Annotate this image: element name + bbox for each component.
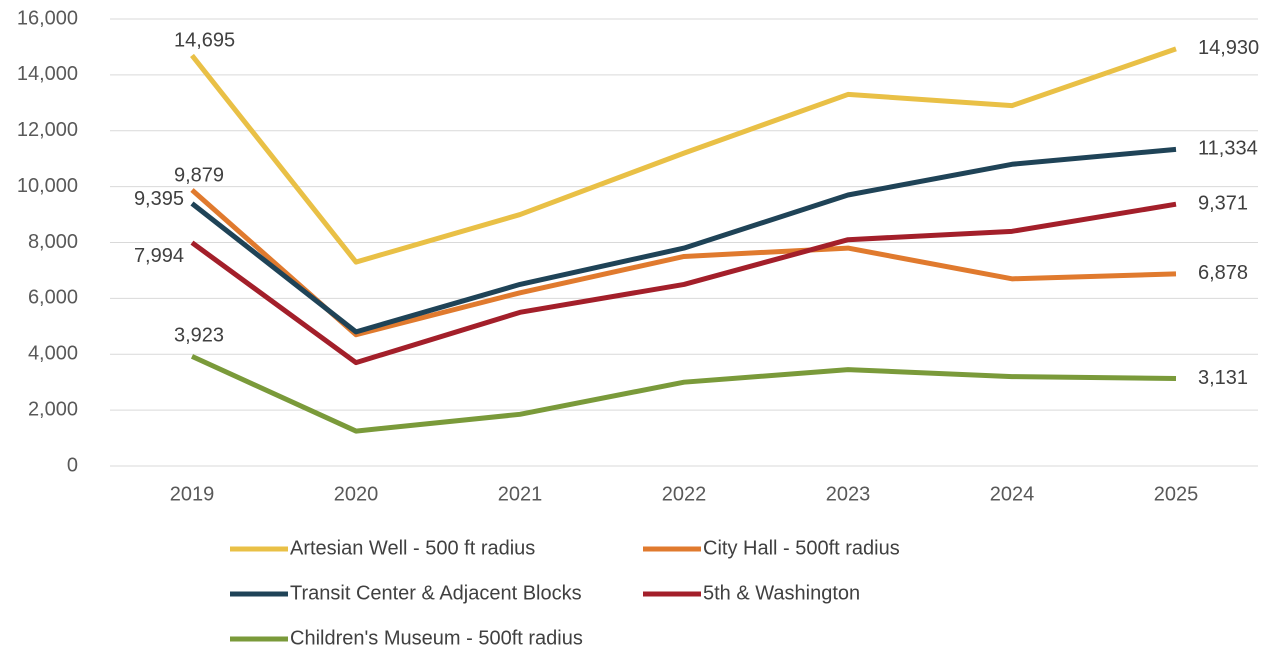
data-label: 3,131	[1198, 367, 1248, 389]
y-tick-label: 2,000	[28, 398, 78, 420]
series-line	[190, 188, 1177, 338]
legend-label: City Hall - 500ft radius	[703, 537, 900, 559]
data-label: 7,994	[134, 245, 184, 267]
x-tick-label: 2024	[990, 483, 1035, 505]
legend-label: Artesian Well - 500 ft radius	[290, 537, 535, 559]
data-label: 14,695	[174, 30, 235, 52]
y-tick-label: 12,000	[17, 119, 78, 141]
y-tick-label: 10,000	[17, 175, 78, 197]
data-label: 3,923	[174, 325, 224, 347]
data-label: 11,334	[1198, 138, 1258, 160]
y-tick-label: 0	[67, 454, 78, 476]
x-tick-label: 2025	[1154, 483, 1199, 505]
x-tick-label: 2023	[826, 483, 871, 505]
data-label: 9,879	[174, 164, 224, 186]
x-tick-label: 2022	[662, 483, 707, 505]
data-label: 9,395	[134, 188, 184, 210]
data-label: 9,371	[1198, 192, 1248, 214]
y-tick-label: 16,000	[17, 7, 78, 29]
x-tick-label: 2019	[170, 483, 215, 505]
x-tick-label: 2021	[498, 483, 543, 505]
series-line	[190, 46, 1177, 265]
data-label: 6,878	[1198, 262, 1248, 284]
legend-label: Children's Museum - 500ft radius	[290, 627, 583, 649]
y-tick-label: 6,000	[28, 287, 78, 309]
series-line	[190, 201, 1177, 366]
y-tick-label: 8,000	[28, 231, 78, 253]
series-line	[190, 146, 1177, 335]
data-label: 14,930	[1198, 37, 1259, 59]
x-tick-label: 2020	[334, 483, 379, 505]
legend-label: Transit Center & Adjacent Blocks	[290, 582, 582, 604]
y-tick-label: 4,000	[28, 343, 78, 365]
legend-label: 5th & Washington	[703, 582, 860, 604]
series-line	[190, 354, 1177, 434]
y-tick-label: 14,000	[17, 63, 78, 85]
